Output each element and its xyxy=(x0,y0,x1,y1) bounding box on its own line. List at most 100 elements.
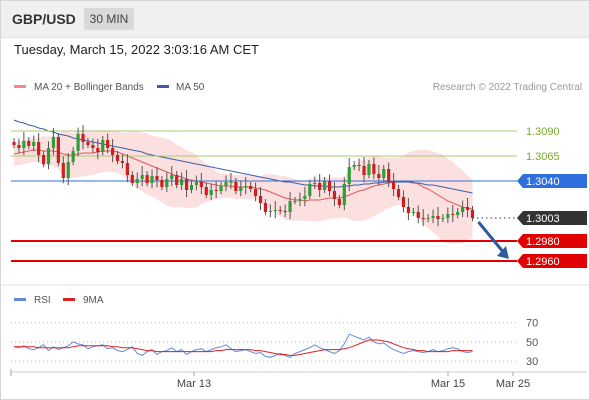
candle xyxy=(421,218,425,219)
candle xyxy=(224,182,228,186)
candle xyxy=(318,183,322,190)
candle xyxy=(392,182,396,189)
ma20-legend-swatch xyxy=(14,85,26,88)
datetime-label: Tuesday, March 15, 2022 3:03:16 AM CET xyxy=(14,42,259,57)
chart-header: GBP/USD 30 MIN xyxy=(1,1,589,38)
candle xyxy=(37,142,41,155)
candle xyxy=(106,140,110,148)
candle xyxy=(91,145,95,148)
candle xyxy=(401,197,406,207)
candle xyxy=(32,142,36,146)
x-tick-label: Mar 13 xyxy=(177,378,211,390)
candle xyxy=(382,169,386,178)
candle xyxy=(56,137,60,163)
rsi-legend-label: RSI xyxy=(34,295,51,306)
ma50-legend-swatch xyxy=(157,85,169,88)
candle xyxy=(347,167,351,184)
candle xyxy=(180,179,184,185)
candle xyxy=(293,201,297,202)
candle xyxy=(111,148,115,155)
candle xyxy=(17,145,21,148)
level-tag-support xyxy=(517,234,587,248)
candle xyxy=(81,134,85,142)
candle xyxy=(273,210,277,211)
candle xyxy=(204,187,208,195)
candle xyxy=(308,184,312,196)
candle xyxy=(303,196,307,199)
candle xyxy=(150,176,154,183)
rsi-tick-label: 30 xyxy=(526,356,538,368)
candle xyxy=(86,142,90,145)
candle xyxy=(46,148,51,164)
candle xyxy=(456,212,460,215)
level-label: 1.3003 xyxy=(526,213,560,225)
candle xyxy=(96,148,100,152)
candle xyxy=(135,179,139,183)
candle xyxy=(322,181,327,190)
candle xyxy=(234,182,238,191)
candle xyxy=(283,211,287,212)
candle xyxy=(342,184,346,205)
rsi-tick-label: 50 xyxy=(526,337,538,349)
candle xyxy=(120,161,125,163)
candle xyxy=(263,203,268,212)
candle xyxy=(332,191,337,199)
candle xyxy=(209,190,213,195)
candle xyxy=(125,163,129,175)
level-tag-support xyxy=(517,254,587,268)
candle xyxy=(189,185,194,190)
candle xyxy=(362,166,366,175)
candle xyxy=(22,141,26,148)
candle xyxy=(396,189,401,197)
candle xyxy=(268,211,272,212)
candle xyxy=(115,155,120,161)
candle xyxy=(170,175,174,179)
candle xyxy=(214,190,218,191)
candle xyxy=(184,179,189,190)
candle xyxy=(175,175,179,185)
candle xyxy=(155,176,159,180)
rsi-legend-swatch xyxy=(14,298,26,301)
ma20-legend-label: MA 20 + Bollinger Bands xyxy=(34,82,144,93)
level-tag-pivot xyxy=(517,174,587,188)
ma9-legend-swatch xyxy=(63,298,75,301)
candle xyxy=(239,187,243,191)
candle xyxy=(130,175,134,183)
candle xyxy=(461,207,465,212)
level-label: 1.2980 xyxy=(526,236,560,248)
x-tick-label: Mar 15 xyxy=(431,378,465,390)
ma9-legend-label: 9MA xyxy=(83,295,104,306)
candle xyxy=(313,183,317,184)
candle xyxy=(61,163,65,178)
candle xyxy=(27,141,31,146)
symbol-label: GBP/USD xyxy=(12,11,76,27)
candle xyxy=(451,214,455,215)
candle xyxy=(357,165,361,166)
candle xyxy=(352,165,356,167)
level-label: 1.3040 xyxy=(526,176,560,188)
candle xyxy=(446,214,450,218)
candle xyxy=(165,179,169,187)
candle xyxy=(465,207,470,210)
price-chart: MA 20 + Bollinger Bands MA 50 Research ©… xyxy=(1,82,589,390)
rsi-tick-label: 70 xyxy=(526,318,538,330)
candle xyxy=(145,175,149,183)
candle xyxy=(327,181,332,191)
candle xyxy=(12,142,16,145)
ma50-legend-label: MA 50 xyxy=(176,82,205,93)
candle xyxy=(298,199,302,201)
rsi-ma-line xyxy=(14,339,473,356)
candle xyxy=(387,169,391,182)
candle xyxy=(219,186,223,191)
candle xyxy=(377,174,381,178)
candle xyxy=(51,137,56,148)
level-label: 1.2960 xyxy=(526,256,560,268)
candle xyxy=(258,196,263,203)
candle xyxy=(199,182,203,187)
candle xyxy=(372,164,376,174)
level-label: 1.3090 xyxy=(526,126,560,138)
candle xyxy=(288,201,292,212)
timeframe-button[interactable]: 30 MIN xyxy=(84,8,134,30)
candle xyxy=(194,182,199,185)
